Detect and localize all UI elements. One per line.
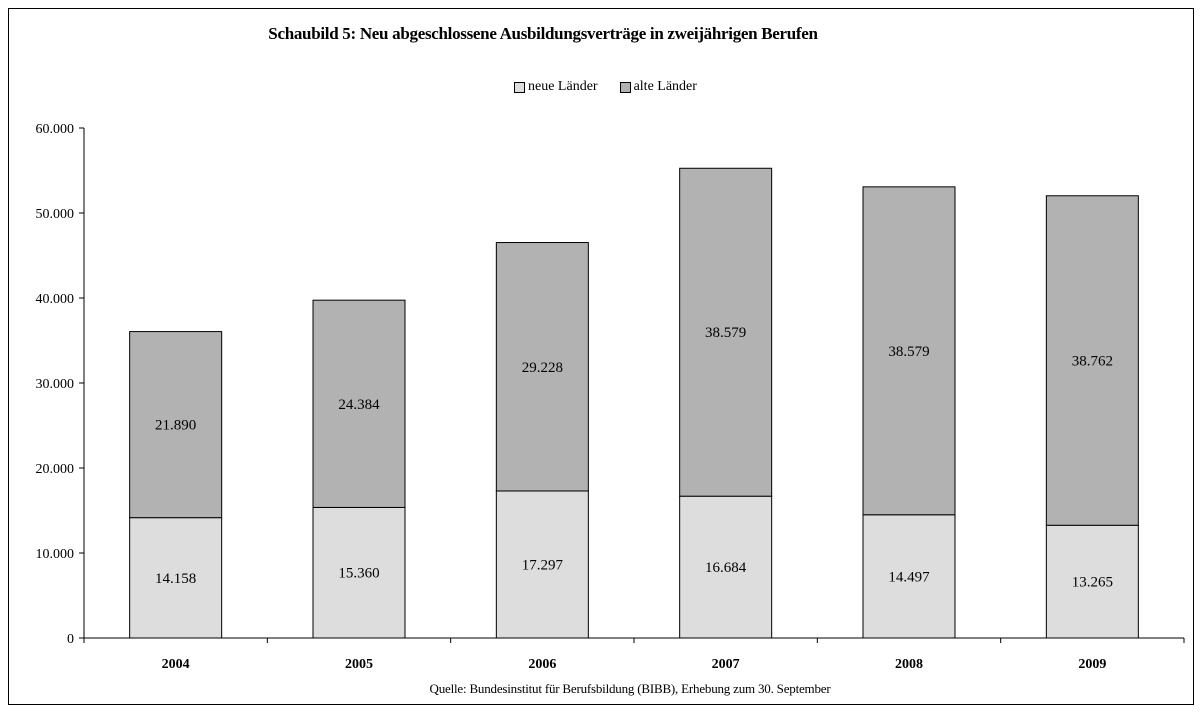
legend-item-alte-laender: alte Länder (619, 79, 697, 95)
x-tick-label-2006: 2006 (528, 657, 556, 672)
data-label-alte-laender-2006: 29.228 (522, 360, 563, 376)
data-label-neue-laender-2004: 14.158 (155, 571, 196, 587)
y-tick-label-3: 30.000 (36, 377, 75, 392)
bar-segment-neue-laender-2009 (1045, 524, 1139, 639)
legend-label-alte-laender: alte Länder (633, 79, 697, 94)
y-tick-label-1: 10.000 (36, 547, 75, 562)
y-tick-label-4: 40.000 (36, 292, 75, 307)
data-label-neue-laender-2009: 13.265 (1072, 575, 1113, 591)
y-tick-label-2: 20.000 (36, 462, 75, 477)
x-tick-label-2005: 2005 (345, 657, 373, 672)
chart-frame (8, 8, 1194, 705)
y-tick-label-0: 0 (67, 632, 74, 647)
x-tick-label-2004: 2004 (162, 657, 190, 672)
data-label-alte-laender-2005: 24.384 (338, 397, 380, 413)
data-label-neue-laender-2005: 15.360 (338, 566, 379, 582)
x-tick-label-2007: 2007 (712, 657, 740, 672)
data-label-neue-laender-2007: 16.684 (705, 560, 747, 576)
bar-segment-alte-laender-2006 (495, 242, 589, 492)
bar-segment-alte-laender-2004 (129, 331, 223, 519)
data-label-neue-laender-2008: 14.497 (888, 569, 930, 585)
bar-segment-neue-laender-2005 (312, 506, 406, 639)
y-tick-label-5: 50.000 (36, 207, 75, 222)
data-label-alte-laender-2007: 38.579 (705, 325, 746, 341)
bar-segment-neue-laender-2008 (862, 514, 956, 639)
chart-title: Schaubild 5: Neu abgeschlossene Ausbildu… (268, 24, 818, 43)
y-tick-label-6: 60.000 (36, 122, 75, 137)
legend-label-neue-laender: neue Länder (528, 79, 598, 94)
x-tick-label-2009: 2009 (1078, 657, 1106, 672)
bar-segment-alte-laender-2007 (679, 167, 773, 497)
bar-segment-alte-laender-2005 (312, 299, 406, 508)
data-label-alte-laender-2008: 38.579 (888, 344, 929, 360)
chart-legend: neue Länder alte Länder (514, 79, 697, 95)
legend-swatch-alte-laender (619, 81, 631, 93)
source-note: Quelle: Bundesinstitut für Berufsbildung… (429, 681, 831, 696)
legend-swatch-neue-laender (514, 81, 525, 93)
bar-segment-neue-laender-2006 (495, 490, 589, 639)
data-label-alte-laender-2009: 38.762 (1072, 354, 1113, 370)
bar-segment-alte-laender-2008 (862, 186, 956, 516)
bar-segment-alte-laender-2009 (1045, 195, 1139, 526)
data-label-alte-laender-2004: 21.890 (155, 418, 196, 434)
x-tick-label-2008: 2008 (895, 657, 923, 672)
data-label-neue-laender-2006: 17.297 (522, 557, 564, 573)
legend-item-neue-laender: neue Länder (514, 79, 598, 95)
bar-segment-neue-laender-2007 (679, 495, 773, 639)
